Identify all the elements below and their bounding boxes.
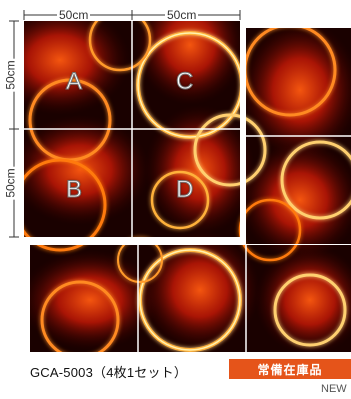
- smoke-rings-pattern: [24, 21, 351, 352]
- tile-label-d: D: [175, 176, 194, 204]
- stock-badge: 常備在庫品: [229, 359, 351, 379]
- new-label: NEW: [321, 383, 347, 395]
- height-label-top: 50cm: [3, 58, 18, 92]
- width-label-right: 50cm: [165, 8, 199, 22]
- height-label-bottom: 50cm: [3, 166, 18, 200]
- tile-label-a: A: [65, 68, 83, 96]
- tile-label-c: C: [175, 68, 194, 96]
- tile-grid-lines: [24, 21, 351, 352]
- product-code: GCA-5003（4枚1セット）: [30, 365, 188, 380]
- tile-label-b: B: [65, 176, 83, 204]
- width-label-left: 50cm: [57, 8, 91, 22]
